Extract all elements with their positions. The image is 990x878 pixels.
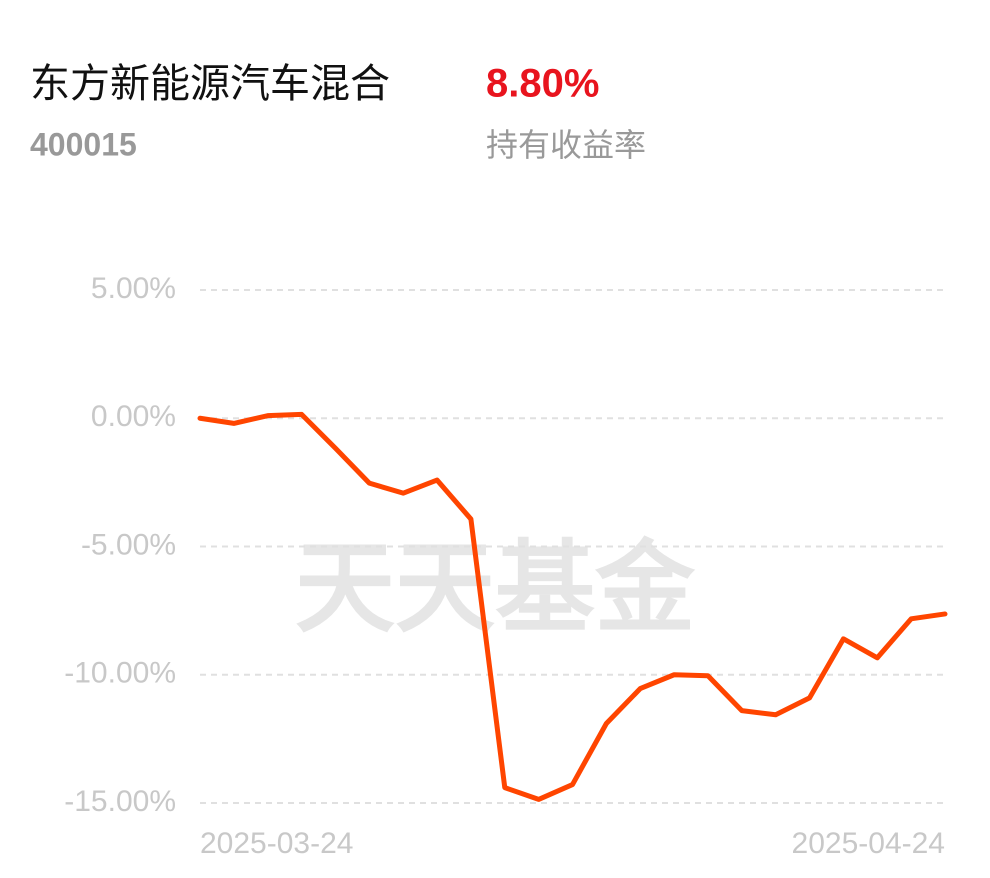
fund-name: 东方新能源汽车混合 <box>30 61 390 107</box>
y-tick-label: 5.00% <box>91 272 176 305</box>
y-tick-label: -15.00% <box>64 785 176 818</box>
y-tick-label: 0.00% <box>91 400 176 433</box>
fund-code: 400015 <box>30 126 137 162</box>
y-tick-label: -5.00% <box>81 528 176 561</box>
return-value: 8.80% <box>486 62 599 106</box>
x-tick-label: 2025-03-24 <box>200 827 353 860</box>
watermark: 天天基金 <box>295 529 696 646</box>
x-tick-label: 2025-04-24 <box>792 827 945 860</box>
y-tick-label: -10.00% <box>64 657 176 690</box>
return-label: 持有收益率 <box>486 126 646 164</box>
line <box>197 411 948 802</box>
